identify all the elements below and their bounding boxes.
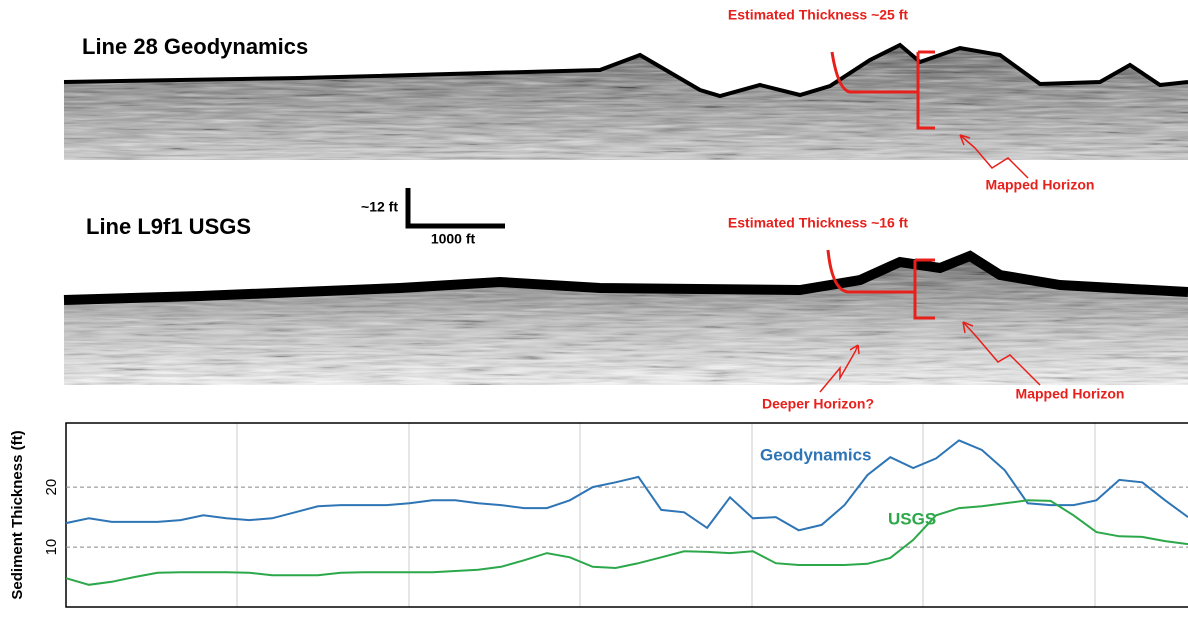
profile-label: Line 28 Geodynamics [82, 34, 308, 59]
profile-label: Line L9f1 USGS [86, 214, 251, 239]
scale-vertical: ~12 ft [361, 199, 398, 215]
horizon-note: Mapped Horizon [986, 177, 1095, 193]
annotation-marks [819, 249, 1041, 393]
y-axis-label: Sediment Thickness (ft) [9, 430, 26, 599]
series-line [65, 439, 1188, 532]
scale-horizontal: 1000 ft [431, 231, 476, 247]
y-tick-label: 10 [43, 539, 60, 556]
horizon-note: Deeper Horizon? [762, 396, 874, 412]
seismic-profile [63, 250, 1188, 385]
y-tick-label: 20 [43, 479, 60, 496]
thickness-note: Estimated Thickness ~25 ft [728, 7, 908, 23]
thickness-note: Estimated Thickness ~16 ft [728, 215, 908, 231]
seismic-profile [63, 42, 1188, 160]
legend-label: Geodynamics [760, 445, 872, 464]
annotation-marks [830, 50, 1029, 179]
horizon-note: Mapped Horizon [1016, 386, 1125, 402]
scale-bar [405, 188, 505, 229]
legend-label: USGS [888, 509, 936, 528]
plot-frame [65, 422, 1188, 608]
series-line [65, 499, 1188, 586]
